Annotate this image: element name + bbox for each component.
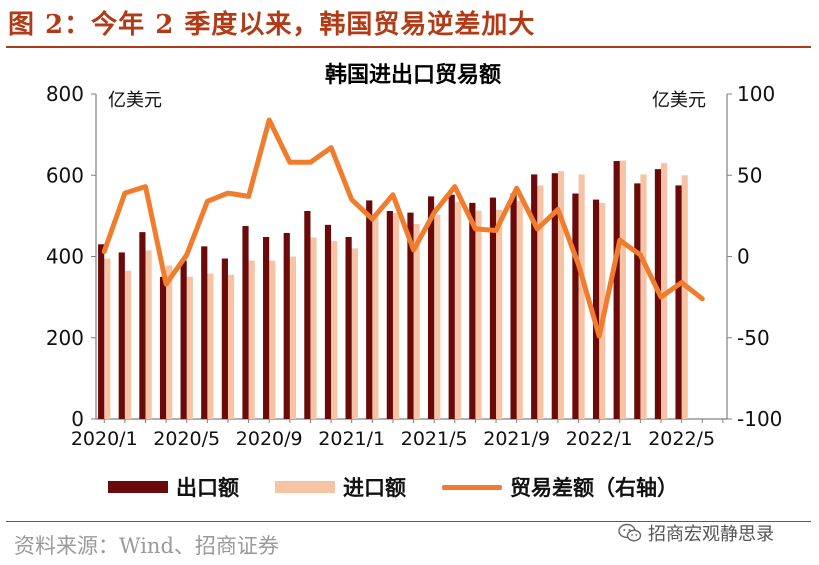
import-bar (289, 256, 297, 419)
import-bar (681, 175, 688, 419)
import-bar (557, 171, 565, 419)
legend-label-export: 出口额 (176, 476, 239, 500)
import-bar (578, 174, 585, 419)
export-bar (98, 244, 105, 419)
figure-title: 图 2：今年 2 季度以来，韩国贸易逆差加大 (8, 10, 536, 40)
export-bar (531, 174, 538, 419)
x-axis-tick-label: 2020/5 (153, 428, 220, 450)
import-bar (413, 224, 420, 419)
import-bar (640, 174, 647, 419)
chart-area: 韩国进出口贸易额 亿美元 亿美元 0 200 400 600 800 -100 -50 0 50… (46, 62, 783, 450)
import-bar (496, 209, 503, 419)
import-bar (227, 274, 235, 419)
import-bar (537, 185, 544, 419)
plot-layer: 0 200 400 600 800 -100 -50 0 50 100 2020/1 2020/5 20… (46, 82, 783, 450)
import-bar (331, 241, 338, 419)
trade-balance-line (101, 117, 705, 339)
left-axis-unit-label: 亿美元 (108, 90, 162, 111)
import-bar (434, 214, 441, 419)
import-bar (351, 248, 358, 419)
chart-title: 韩国进出口贸易额 (325, 62, 501, 88)
export-bar (324, 224, 332, 419)
export-bar (634, 183, 641, 419)
export-bar (551, 173, 558, 419)
legend-item-export: 出口额 (108, 472, 239, 502)
legend-label-balance: 贸易差额（右轴） (510, 476, 678, 500)
export-bar (180, 260, 187, 419)
legend-label-import: 进口额 (343, 476, 406, 500)
right-axis-tick-label: 0 (737, 245, 750, 269)
export-bar (345, 237, 352, 419)
import-bar (145, 250, 152, 419)
import-bar (372, 216, 379, 419)
import-bar (661, 163, 668, 419)
x-axis-tick-label: 2021/5 (401, 428, 468, 450)
import-bar (186, 276, 193, 419)
import-bar (207, 273, 214, 419)
watermark: 招商宏观静思录 (618, 520, 774, 546)
export-bar (489, 197, 497, 419)
export-bar (386, 211, 393, 419)
footer-divider (6, 521, 811, 522)
export-bar (201, 246, 208, 419)
legend-item-balance: 贸易差额（右轴） (442, 472, 678, 502)
export-bar (427, 196, 435, 419)
x-axis-tick-label: 2020/9 (236, 428, 303, 450)
export-bar (221, 258, 228, 419)
export-bar (283, 232, 290, 419)
source-note: 资料来源：Wind、招商证券 (14, 534, 279, 558)
export-bar (469, 202, 476, 419)
left-axis-tick-label: 200 (46, 326, 84, 350)
import-bar (248, 260, 255, 419)
title-divider (6, 46, 811, 48)
export-bar (448, 194, 455, 419)
export-bar (242, 226, 249, 419)
import-bar (310, 237, 317, 419)
legend-item-import: 进口额 (275, 472, 406, 502)
right-axis-tick-label: 100 (737, 82, 775, 106)
right-axis-tick-label: 50 (737, 163, 762, 187)
export-bar (118, 252, 125, 419)
chart-legend: 出口额 进口额 贸易差额（右轴） (108, 472, 748, 502)
legend-swatch-import (275, 481, 335, 493)
export-bar (510, 193, 517, 419)
x-axis-tick-label: 2021/9 (483, 428, 550, 450)
watermark-text: 招商宏观静思录 (648, 524, 774, 545)
export-bar (407, 212, 414, 419)
x-axis-tick-label: 2021/1 (318, 428, 385, 450)
import-bar (269, 260, 276, 419)
export-bar (592, 199, 600, 419)
import-bar (475, 210, 482, 419)
x-axis-tick-label: 2022/1 (566, 428, 633, 450)
export-bar (675, 185, 682, 419)
export-bar (572, 193, 579, 419)
import-bar (124, 270, 132, 419)
x-axis-tick-label: 2022/5 (648, 428, 715, 450)
legend-swatch-balance (442, 484, 502, 490)
import-bar (392, 213, 400, 419)
right-axis-unit-label: 亿美元 (652, 90, 706, 111)
export-bar (263, 237, 270, 419)
x-axis-tick-label: 2020/1 (71, 428, 138, 450)
import-bar (619, 160, 626, 419)
left-axis-tick-label: 400 (46, 245, 84, 269)
left-axis-tick-label: 0 (71, 407, 84, 431)
import-bar (454, 201, 461, 419)
export-bar (139, 232, 146, 419)
export-bar (613, 161, 620, 419)
right-axis-tick-label: -50 (737, 326, 770, 350)
import-bar (104, 258, 111, 419)
right-axis-tick-label: -100 (737, 407, 782, 431)
left-axis-tick-label: 600 (46, 163, 84, 187)
export-bar (304, 211, 311, 419)
legend-swatch-export (108, 481, 168, 493)
wechat-icon (618, 523, 642, 542)
export-bar (366, 200, 373, 419)
export-bar (159, 276, 167, 419)
left-axis-tick-label: 800 (46, 82, 84, 106)
import-bar (166, 265, 173, 419)
import-bar (516, 200, 523, 419)
